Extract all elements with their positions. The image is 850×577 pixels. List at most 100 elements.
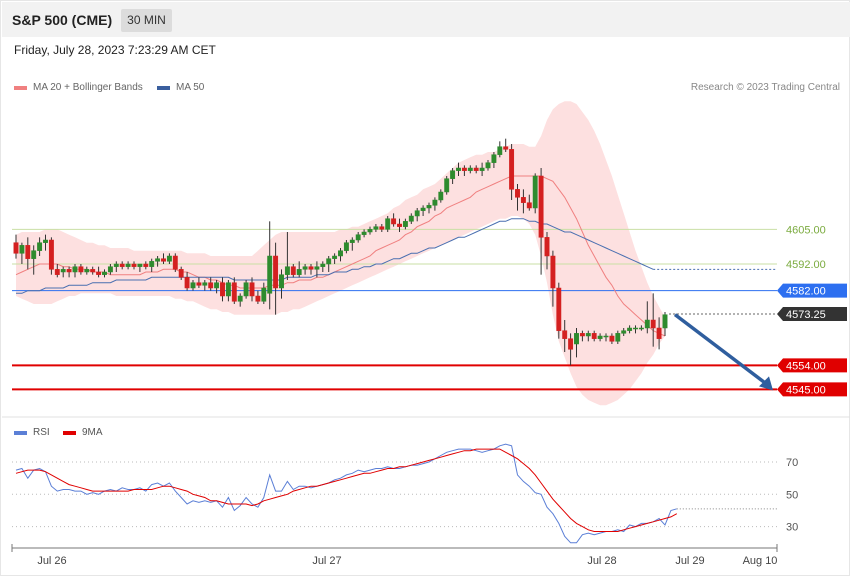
legend-9ma-label: 9MA — [82, 427, 103, 438]
candle-body — [332, 255, 338, 259]
candle-body — [19, 245, 25, 254]
legend-ma20: MA 20 + Bollinger Bands — [14, 82, 143, 93]
candle-body — [562, 330, 568, 339]
level-tag — [777, 358, 847, 373]
candle-body — [414, 210, 420, 217]
candle-body — [43, 239, 48, 243]
candle-body — [473, 167, 479, 171]
candle-body — [137, 263, 143, 267]
candle-body — [603, 335, 609, 338]
candle-body — [379, 226, 385, 230]
candle-body — [243, 282, 249, 297]
level-tag — [777, 283, 847, 298]
rsi-line — [15, 443, 677, 544]
candle-body — [355, 234, 361, 241]
candle-body — [326, 258, 332, 265]
candle-body — [290, 266, 296, 275]
candle-body — [125, 263, 131, 267]
rsi-swatch — [14, 430, 27, 435]
candles-group — [13, 138, 668, 366]
target-arrow — [673, 313, 769, 386]
legend-rsi-label: RSI — [33, 427, 50, 438]
candle-body — [444, 178, 450, 193]
header-bar: S&P 500 (CME) 30 MIN — [2, 2, 850, 37]
level-tag-label: 4554.00 — [786, 360, 826, 372]
level-tag-label: 4582.00 — [786, 286, 826, 298]
candle-body — [48, 239, 54, 270]
candle-body — [609, 335, 615, 342]
candle-body — [538, 175, 544, 238]
candle-body — [273, 255, 279, 289]
candle-body — [314, 266, 320, 270]
candle-body — [497, 146, 503, 155]
candle-body — [397, 223, 402, 227]
candle-body — [621, 330, 627, 334]
candle-body — [585, 333, 591, 337]
candle-body — [267, 255, 273, 294]
timeframe-badge[interactable]: 30 MIN — [121, 9, 172, 32]
x-tick-label: Jul 29 — [675, 555, 704, 567]
candle-body — [172, 255, 178, 270]
level-tag — [777, 307, 847, 321]
legend-9ma: 9MA — [63, 427, 103, 438]
candle-body — [438, 191, 444, 201]
x-tick-label: Aug 10 — [743, 555, 778, 567]
candle-body — [367, 229, 373, 233]
candle-body — [184, 277, 190, 289]
candle-body — [72, 266, 78, 273]
candle-body — [178, 269, 184, 278]
ma20-swatch — [14, 85, 27, 90]
candle-body — [349, 239, 355, 243]
candle-body — [615, 333, 621, 342]
candle-body — [161, 258, 166, 262]
level-tag — [777, 382, 847, 397]
candle-body — [66, 269, 72, 273]
candle-body — [60, 269, 66, 273]
candle-body — [591, 333, 597, 339]
candle-body — [119, 263, 125, 267]
candle-body — [627, 327, 633, 331]
9ma-swatch — [63, 430, 76, 435]
level-label: 4592.00 — [786, 259, 826, 271]
candle-body — [220, 282, 225, 297]
candle-body — [249, 282, 255, 297]
legend-rsi: RSI — [14, 427, 50, 438]
candle-body — [532, 175, 538, 209]
candle-body — [461, 167, 467, 171]
candle-body — [574, 333, 579, 345]
candle-body — [155, 258, 161, 262]
candle-body — [402, 221, 408, 227]
candle-body — [143, 263, 149, 267]
credit-text: Research © 2023 Trading Central — [690, 82, 840, 93]
candle-body — [54, 269, 60, 275]
candle-body — [131, 263, 137, 267]
candle-body — [90, 269, 96, 273]
x-tick-label: Jul 28 — [587, 555, 616, 567]
candle-body — [84, 269, 90, 273]
x-tick-label: Jul 26 — [37, 555, 66, 567]
candle-body — [196, 282, 202, 286]
candle-body — [467, 167, 473, 171]
candle-body — [426, 205, 432, 209]
candle-body — [408, 215, 414, 222]
candle-body — [13, 242, 19, 254]
rsi-9ma-line — [15, 448, 678, 532]
candle-body — [25, 245, 31, 259]
rsi-tick-label: 50 — [786, 489, 798, 501]
candle-body — [202, 282, 208, 286]
candle-body — [284, 266, 290, 275]
candle-body — [261, 287, 267, 302]
candle-body — [662, 314, 668, 329]
candle-body — [102, 271, 107, 275]
candle-body — [556, 287, 562, 331]
candle-body — [296, 269, 302, 275]
candle-body — [656, 327, 662, 339]
candle-body — [633, 327, 638, 330]
candle-body — [373, 226, 379, 230]
candle-body — [450, 170, 456, 179]
candle-body — [279, 274, 284, 289]
candle-body — [479, 167, 485, 171]
candle-body — [225, 282, 231, 297]
candle-body — [361, 231, 367, 235]
